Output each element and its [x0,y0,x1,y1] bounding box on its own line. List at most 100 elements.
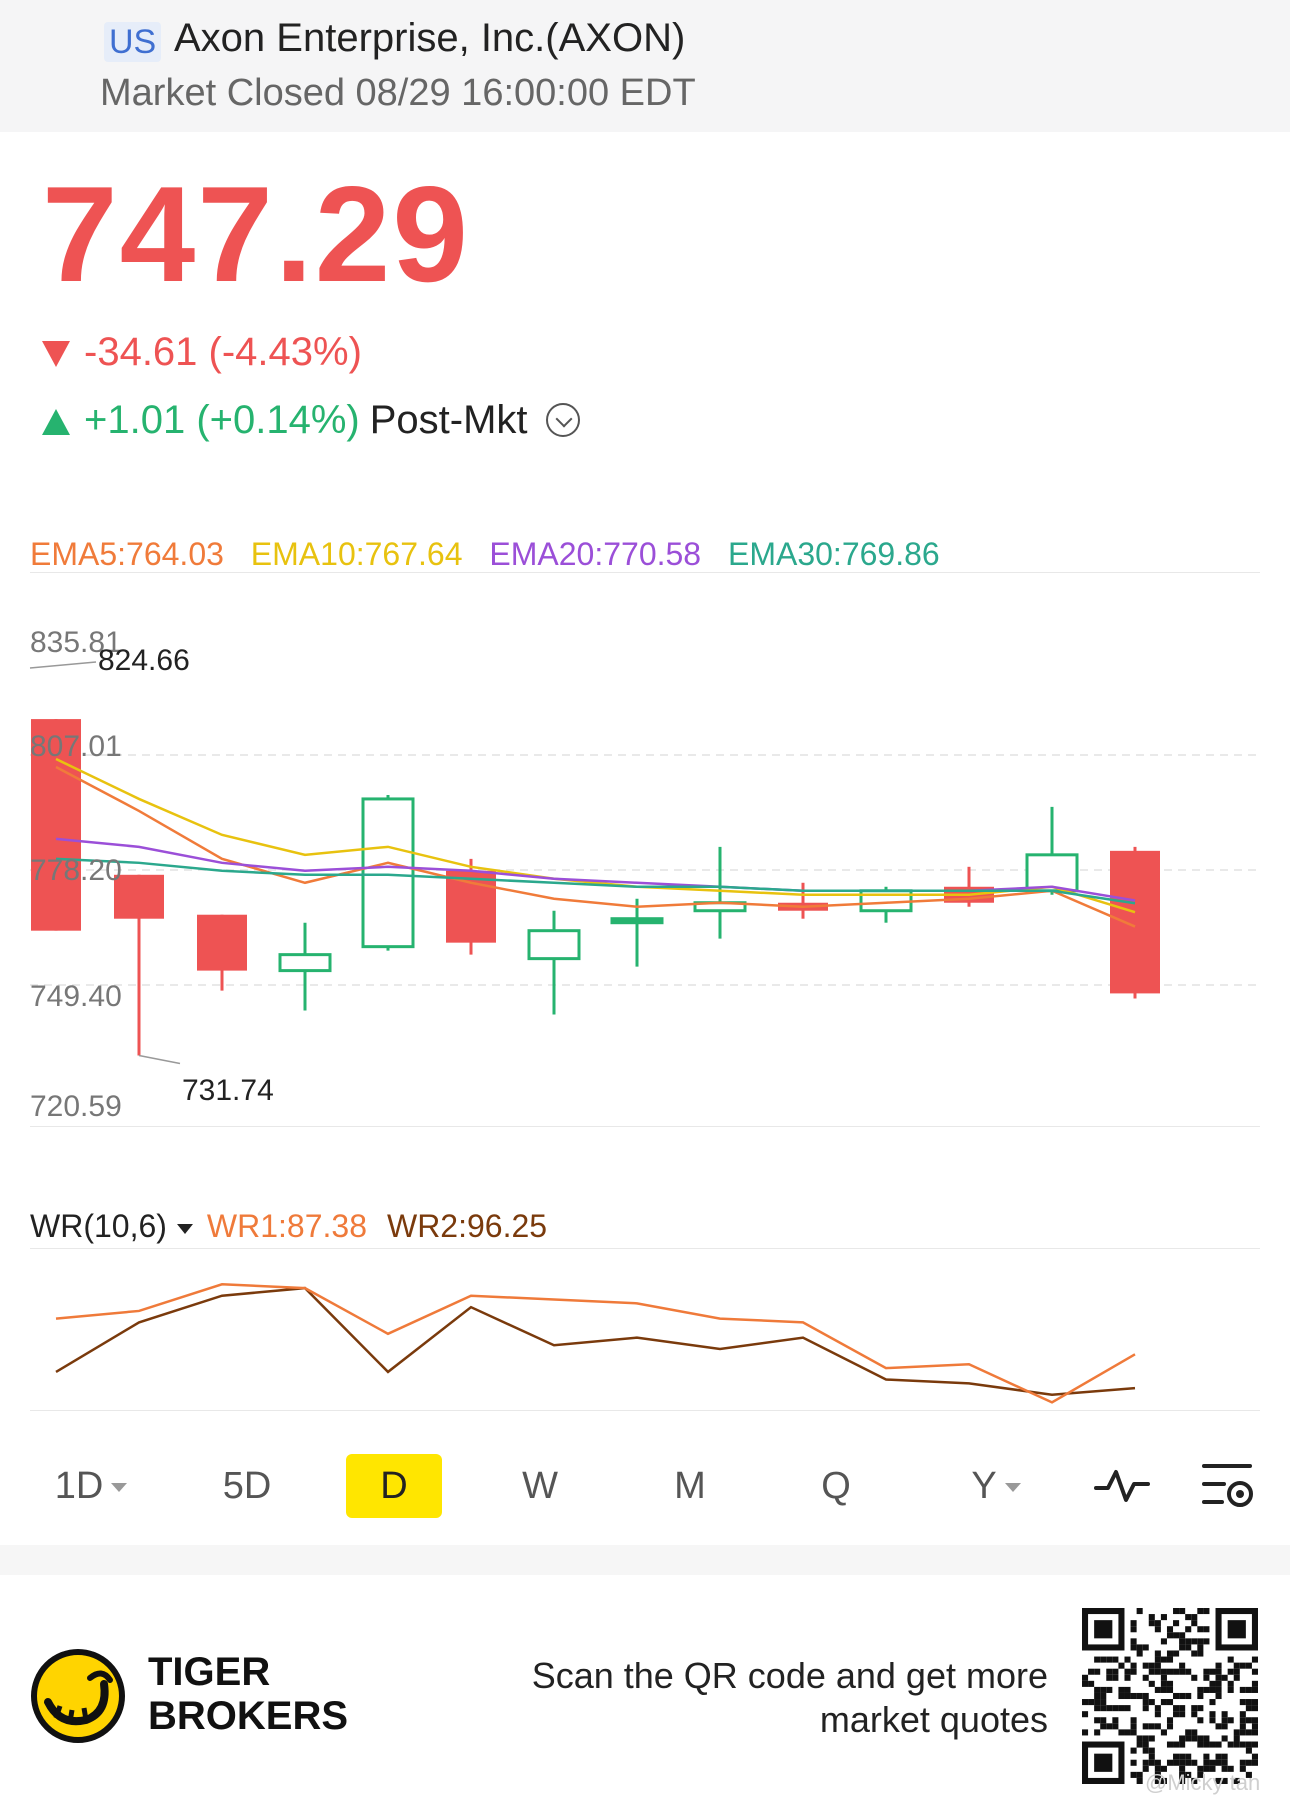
tab-m[interactable]: M [660,1454,720,1518]
qr-module [1179,1632,1186,1639]
ema-legend[interactable]: EMA5:764.03 EMA10:767.64 EMA20:770.58 EM… [30,536,958,573]
tab-1d[interactable]: 1D [46,1454,136,1518]
post-market-row[interactable]: +1.01 (+0.14%) Post-Mkt [42,398,580,443]
qr-module [1209,1686,1216,1693]
qr-module [1239,1686,1246,1693]
caret-down-icon [1004,1483,1021,1493]
qr-module [1148,1680,1155,1687]
qr-module [1154,1620,1161,1627]
qr-module [1197,1686,1204,1693]
caret-down-icon[interactable] [176,1223,193,1234]
wr2-label: WR2:96.25 [386,1208,548,1244]
qr-module [1203,1686,1210,1693]
qr-module [1197,1735,1204,1742]
scan-line: Scan the QR code and get more [531,1655,1048,1696]
low-leader-line [138,1054,181,1065]
qr-module [1124,1656,1131,1663]
qr-module [1112,1668,1119,1675]
qr-module [1173,1632,1180,1639]
qr-module [1094,1729,1101,1736]
qr-module [1239,1699,1246,1706]
qr-module [1179,1668,1186,1675]
qr-module [1154,1777,1161,1784]
wr-chart[interactable] [0,1240,1290,1420]
qr-module [1082,1699,1089,1706]
ema5-label: EMA5:764.03 [30,536,224,572]
qr-module [1142,1644,1149,1651]
qr-module [1185,1729,1192,1736]
qr-module [1154,1723,1161,1730]
y-tick-label: 807.01 [30,730,122,763]
qr-module [1227,1717,1234,1724]
qr-module [1112,1723,1119,1730]
qr-module [1239,1759,1246,1766]
chart-settings-icon[interactable] [1200,1458,1256,1512]
qr-module [1251,1699,1258,1706]
qr-module [1251,1729,1258,1736]
tab-5d[interactable]: 5D [212,1454,282,1518]
qr-module [1185,1638,1192,1645]
qr-module [1185,1753,1192,1760]
qr-module [1130,1638,1137,1645]
qr-module [1136,1735,1143,1742]
qr-module [1209,1680,1216,1687]
qr-module [1179,1735,1186,1742]
candlestick-chart[interactable] [0,620,1290,1140]
qr-module [1142,1735,1149,1742]
brand-line: BROKERS [148,1694,349,1738]
qr-module [1100,1705,1107,1712]
qr-module [1185,1692,1192,1700]
qr-module [1106,1723,1113,1730]
qr-module [1166,1759,1174,1766]
qr-module [1191,1614,1198,1621]
qr-module [1179,1705,1186,1712]
tiger-brokers-logo [31,1649,125,1743]
qr-module [1179,1711,1186,1718]
qr-module [1203,1626,1210,1633]
indicator-icon[interactable] [1094,1466,1150,1506]
chevron-down-icon[interactable] [545,403,580,438]
qr-module [1215,1723,1222,1730]
last-price: 747.29 [42,158,470,310]
qr-module [1148,1620,1155,1627]
candle-body [610,917,664,925]
qr-module [1203,1735,1210,1742]
qr-module [1106,1686,1113,1693]
qr-module [1136,1644,1143,1651]
qr-module [1154,1765,1161,1772]
qr-module [1203,1608,1210,1615]
qr-module [1124,1686,1131,1693]
qr-module [1251,1686,1258,1693]
qr-module [1142,1699,1149,1706]
qr-module [1179,1662,1186,1669]
tab-q[interactable]: Q [806,1454,866,1518]
y-tick-label: 778.20 [30,854,122,887]
qr-module [1221,1723,1228,1730]
divider [30,1410,1260,1411]
qr-module [1166,1741,1174,1748]
qr-module [1191,1650,1198,1657]
qr-module [1130,1723,1137,1730]
qr-module [1100,1692,1107,1700]
tab-label: D [380,1465,408,1507]
tab-d[interactable]: D [346,1454,442,1518]
tab-w[interactable]: W [510,1454,570,1518]
qr-module [1160,1674,1167,1681]
qr-module [1082,1674,1089,1681]
qr-module [1203,1741,1210,1748]
qr-module [1215,1680,1222,1687]
qr-module [1179,1765,1186,1772]
wr-indicator-name: WR(10,6) [30,1208,167,1244]
qr-module [1191,1674,1198,1681]
qr-module [1160,1686,1167,1693]
stock-header: US Axon Enterprise, Inc.(AXON) Market Cl… [0,0,1290,132]
down-arrow-icon [42,341,70,368]
tab-y[interactable]: Y [956,1454,1036,1518]
qr-module [1251,1656,1258,1663]
qr-module [1251,1723,1258,1730]
ema-line-ema10 [55,757,1136,914]
high-leader-line [29,661,97,669]
wr-legend[interactable]: WR(10,6) WR1:87.38 WR2:96.25 [30,1208,547,1245]
qr-module [1173,1668,1180,1675]
qr-module [1197,1705,1204,1712]
